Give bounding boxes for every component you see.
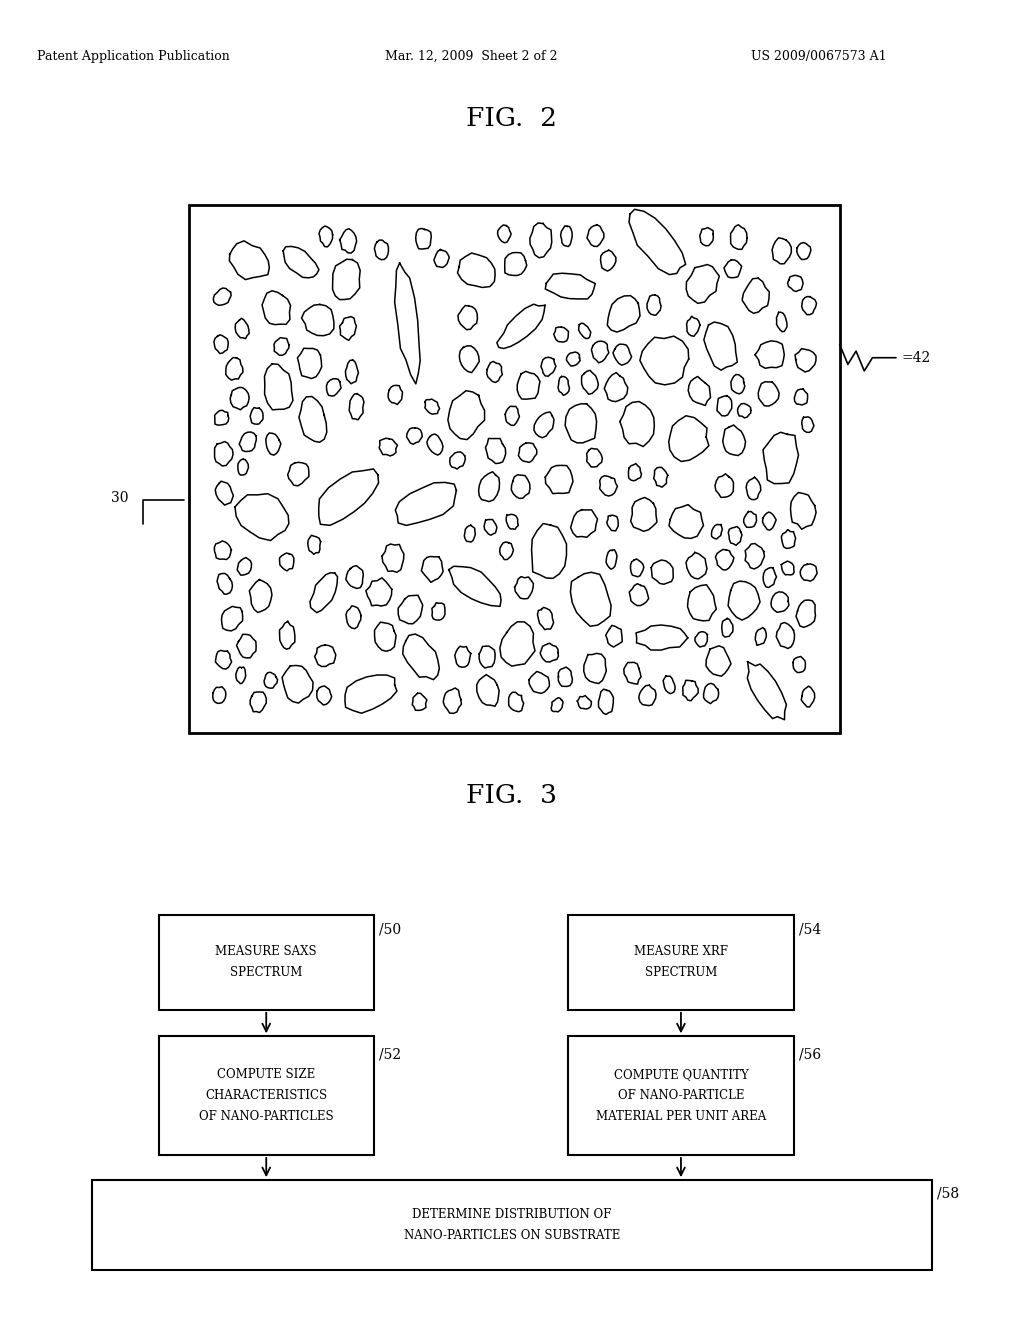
- Text: MATERIAL PER UNIT AREA: MATERIAL PER UNIT AREA: [596, 1110, 766, 1123]
- Text: SPECTRUM: SPECTRUM: [230, 966, 302, 979]
- Text: CHARACTERISTICS: CHARACTERISTICS: [205, 1089, 328, 1102]
- Bar: [159, 1036, 374, 1155]
- Bar: [159, 915, 374, 1010]
- Text: /56: /56: [799, 1047, 821, 1061]
- Bar: [189, 205, 840, 733]
- Text: COMPUTE SIZE: COMPUTE SIZE: [217, 1068, 315, 1081]
- Bar: [568, 915, 794, 1010]
- Text: US 2009/0067573 A1: US 2009/0067573 A1: [752, 50, 887, 63]
- Text: SPECTRUM: SPECTRUM: [645, 966, 717, 979]
- Text: 30: 30: [111, 491, 128, 504]
- Text: /52: /52: [379, 1047, 401, 1061]
- Text: OF NANO-PARTICLES: OF NANO-PARTICLES: [199, 1110, 334, 1123]
- Text: Mar. 12, 2009  Sheet 2 of 2: Mar. 12, 2009 Sheet 2 of 2: [385, 50, 557, 63]
- Bar: [92, 1180, 932, 1270]
- Text: =42: =42: [901, 351, 931, 364]
- Text: MEASURE SAXS: MEASURE SAXS: [215, 945, 317, 958]
- Text: FIG.  2: FIG. 2: [467, 107, 557, 131]
- Text: /54: /54: [799, 921, 821, 936]
- Text: COMPUTE QUANTITY: COMPUTE QUANTITY: [613, 1068, 749, 1081]
- Text: DETERMINE DISTRIBUTION OF: DETERMINE DISTRIBUTION OF: [413, 1208, 611, 1221]
- Text: NANO-PARTICLES ON SUBSTRATE: NANO-PARTICLES ON SUBSTRATE: [403, 1229, 621, 1242]
- Text: /50: /50: [379, 921, 401, 936]
- Bar: [568, 1036, 794, 1155]
- Text: OF NANO-PARTICLE: OF NANO-PARTICLE: [617, 1089, 744, 1102]
- Text: Patent Application Publication: Patent Application Publication: [37, 50, 229, 63]
- Text: FIG.  3: FIG. 3: [467, 784, 557, 808]
- Text: /58: /58: [937, 1187, 959, 1201]
- Text: MEASURE XRF: MEASURE XRF: [634, 945, 728, 958]
